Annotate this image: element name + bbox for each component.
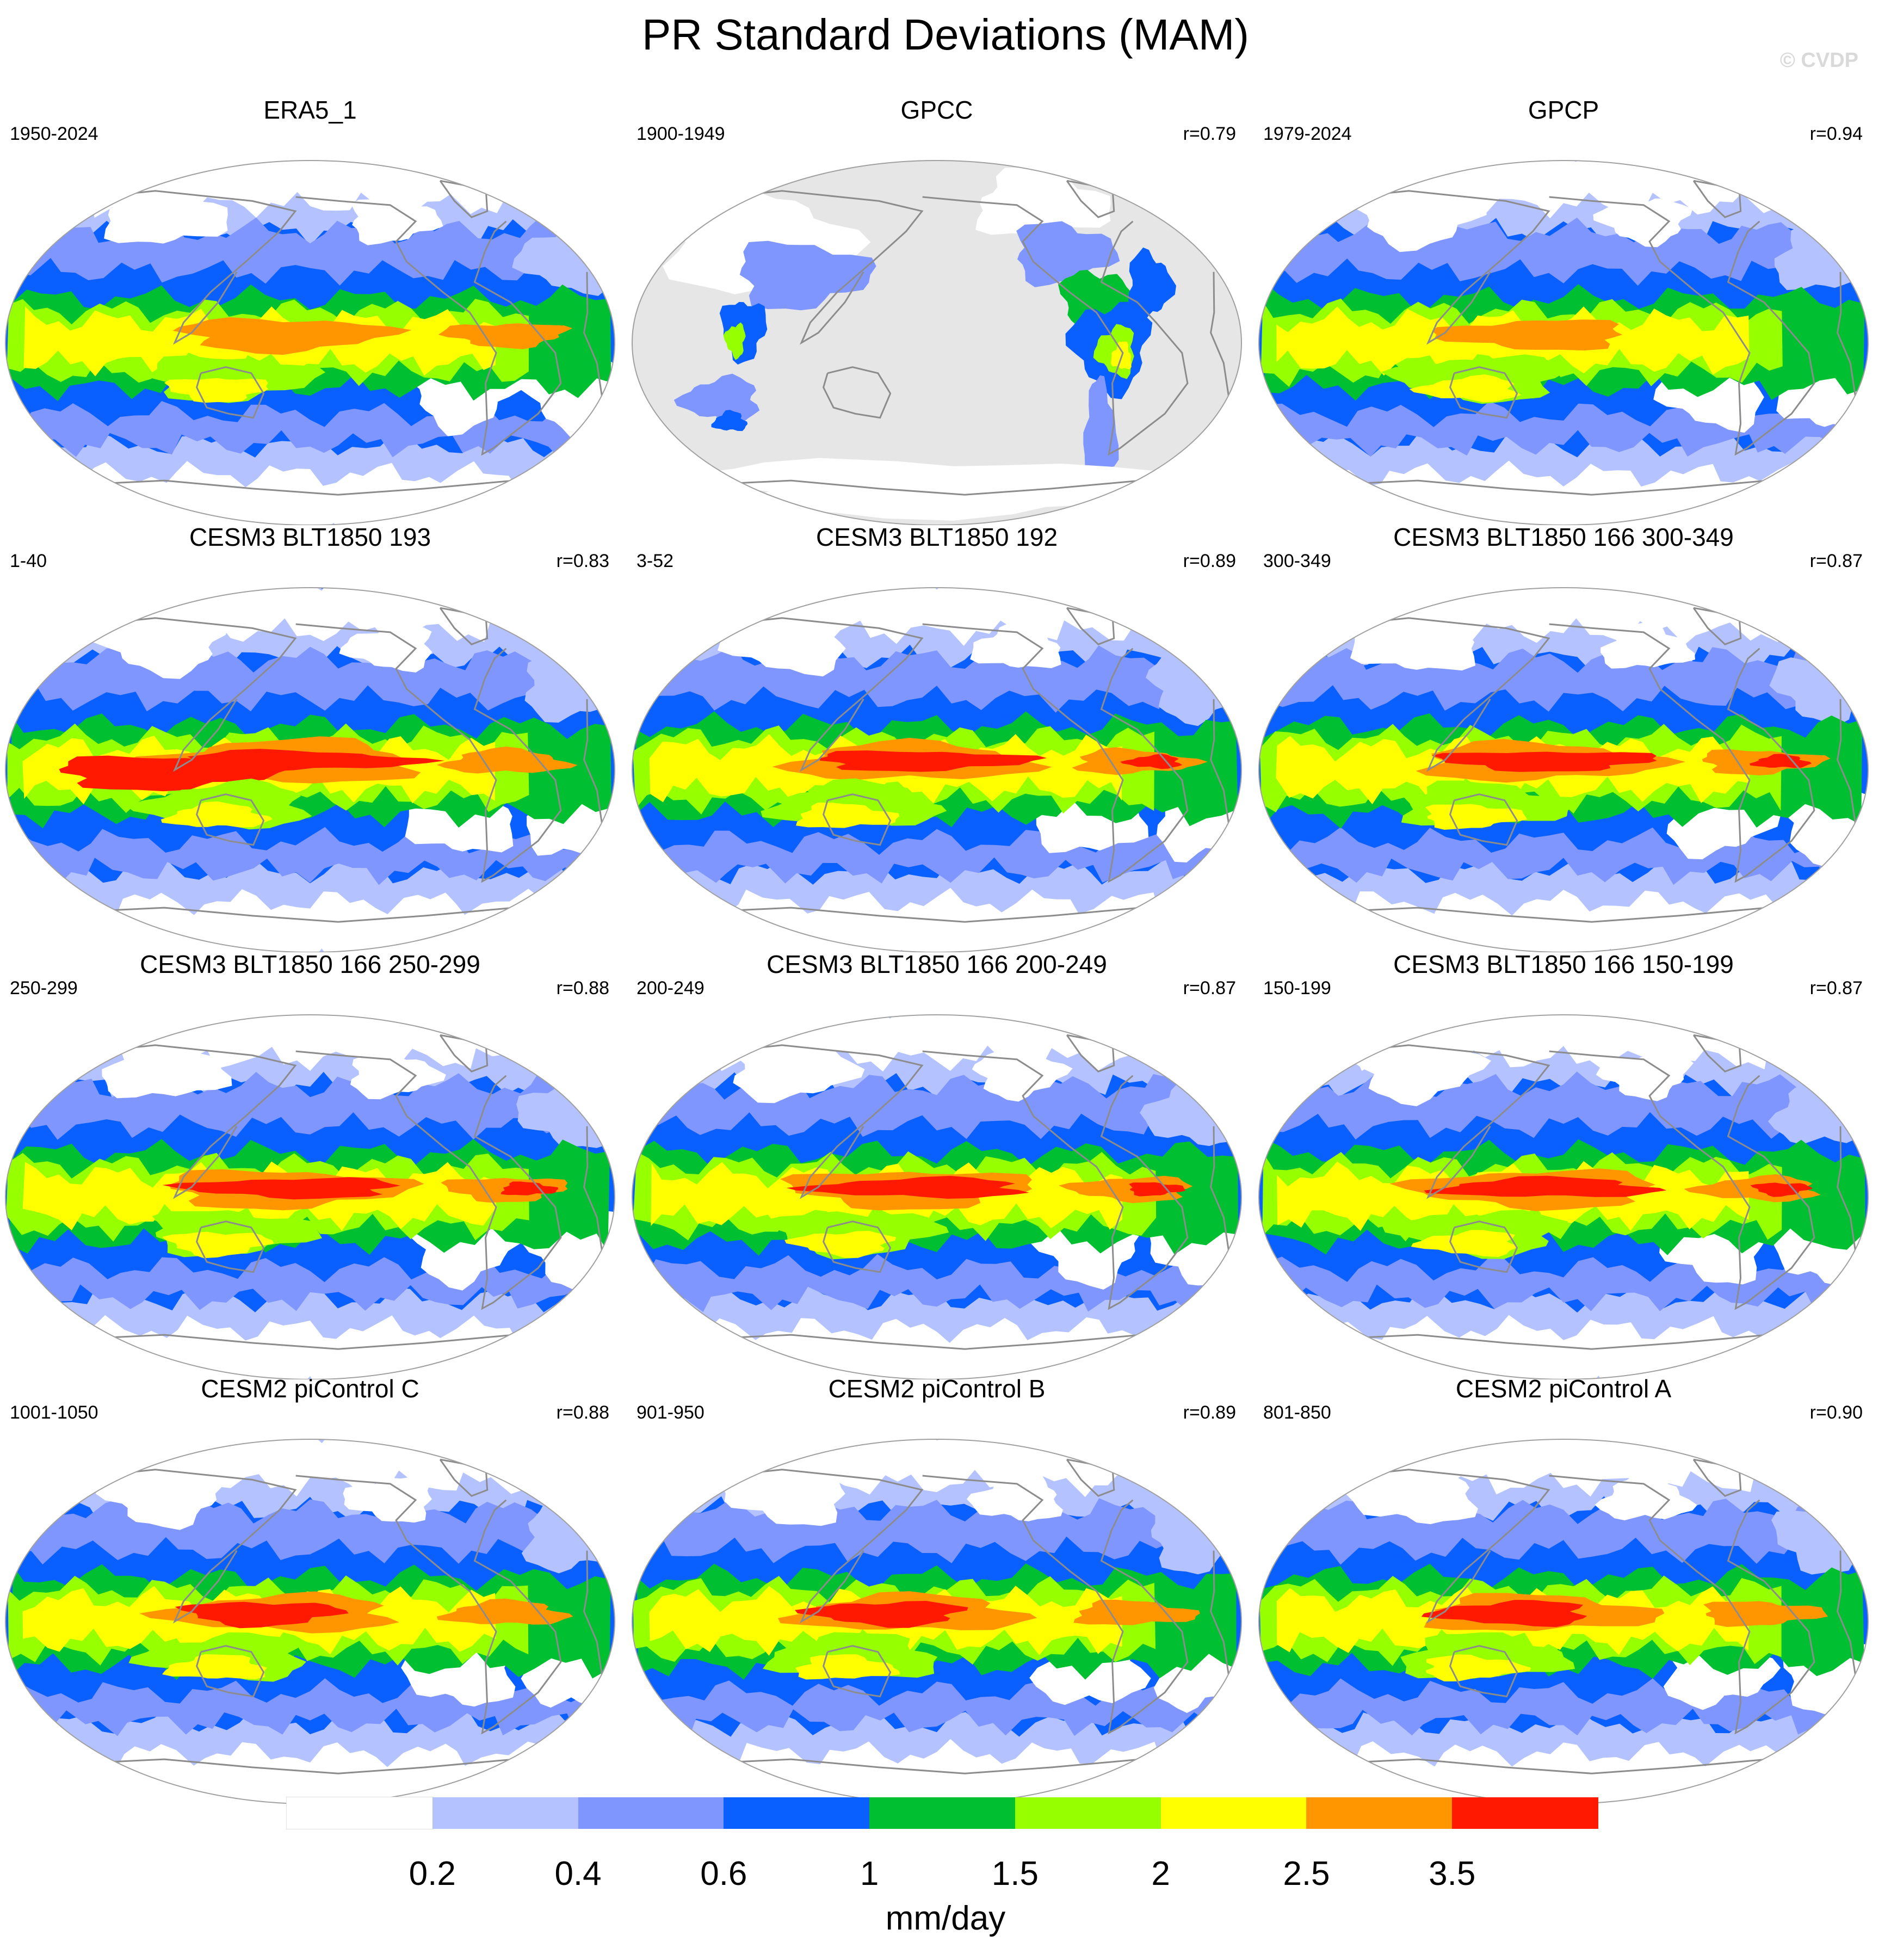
map-plot [5,587,615,952]
colorbar-swatch [578,1797,725,1829]
map-plot [5,1439,615,1804]
colorbar-tick-label: 2 [1151,1855,1170,1893]
panel-years: 1-40 [10,551,47,571]
colorbar-tick-label: 0.4 [554,1855,602,1893]
panel-correlation: r=0.87 [1809,978,1863,999]
panel-correlation: r=0.87 [1183,978,1236,999]
panel-years: 3-52 [636,551,674,571]
map-panel: GPCC 1900-1949 r=0.79 [627,95,1247,525]
colorbar-tick-label: 1.5 [991,1855,1039,1893]
panel-title: CESM3 BLT1850 166 200-249 [767,950,1107,978]
map-plot [5,1014,615,1379]
panel-title: CESM3 BLT1850 192 [815,523,1058,551]
panel-title: CESM2 piControl C [201,1375,419,1403]
map-panel: ERA5_1 1950-2024 [0,95,620,525]
watermark: © CVDP [1779,49,1858,72]
panel-correlation: r=0.88 [556,978,609,999]
colorbar-swatch [724,1797,870,1829]
panel-years: 250-299 [10,978,78,999]
map-panel: CESM3 BLT1850 193 1-40 r=0.83 [0,522,620,952]
map-panel: CESM3 BLT1850 192 3-52 r=0.89 [627,522,1247,952]
colorbar-swatch [432,1797,579,1829]
panel-years: 150-199 [1263,978,1331,999]
map-panel: CESM2 piControl B 901-950 r=0.89 [627,1374,1247,1804]
colorbar-swatch [1452,1797,1598,1829]
panel-years: 1900-1949 [636,124,725,144]
panel-title: ERA5_1 [263,96,357,124]
map-panel: CESM2 piControl C 1001-1050 r=0.88 [0,1374,620,1804]
panel-years: 1950-2024 [10,124,98,144]
colorbar-tick-label: 1 [860,1855,879,1893]
map-plot [1258,587,1869,952]
panel-title: CESM3 BLT1850 166 250-299 [140,950,480,978]
colorbar-units: mm/day [885,1900,1006,1937]
map-plot [632,587,1242,952]
panel-correlation: r=0.88 [556,1402,609,1423]
panel-correlation: r=0.87 [1809,551,1863,571]
map-plot [1258,1014,1869,1379]
map-plot [632,160,1242,525]
panel-years: 1001-1050 [10,1402,98,1423]
map-panel: CESM3 BLT1850 166 200-249 200-249 r=0.87 [627,950,1247,1379]
map-plot [632,1014,1242,1379]
panel-correlation: r=0.94 [1809,124,1863,144]
panel-title: CESM3 BLT1850 166 300-349 [1393,523,1734,551]
panel-years: 901-950 [636,1402,705,1423]
map-plot [632,1439,1242,1804]
panel-years: 1979-2024 [1263,124,1352,144]
panel-years: 200-249 [636,978,705,999]
panel-correlation: r=0.79 [1183,124,1236,144]
colorbar-swatch [1015,1797,1161,1829]
colorbar-tick-label: 0.2 [409,1855,456,1893]
panel-correlation: r=0.89 [1183,551,1236,571]
colorbar-tick-label: 3.5 [1429,1855,1476,1893]
colorbar [286,1797,1598,1830]
panel-years: 801-850 [1263,1402,1331,1423]
map-plot [1258,160,1869,525]
map-panel: GPCP 1979-2024 r=0.94 [1253,95,1874,525]
map-plot [5,160,615,525]
map-panel: CESM3 BLT1850 166 150-199 150-199 r=0.87 [1253,950,1874,1379]
panel-correlation: r=0.90 [1809,1402,1863,1423]
panel-years: 300-349 [1263,551,1331,571]
map-panel: CESM3 BLT1850 166 250-299 250-299 r=0.88 [0,950,620,1379]
map-panel: CESM3 BLT1850 166 300-349 300-349 r=0.87 [1253,522,1874,952]
colorbar-tick-label: 2.5 [1283,1855,1330,1893]
panel-title: CESM3 BLT1850 166 150-199 [1393,950,1734,978]
panel-title: GPCP [1528,96,1599,124]
panel-correlation: r=0.83 [556,551,609,571]
page-title: PR Standard Deviations (MAM) [642,10,1249,59]
colorbar-swatch [869,1797,1016,1829]
panel-correlation: r=0.89 [1183,1402,1236,1423]
colorbar-tick-label: 0.6 [700,1855,747,1893]
map-panel: CESM2 piControl A 801-850 r=0.90 [1253,1374,1874,1804]
colorbar-swatch [286,1797,434,1829]
panel-title: CESM3 BLT1850 193 [189,523,431,551]
panel-title: CESM2 piControl B [828,1375,1046,1403]
colorbar-swatch [1306,1797,1453,1829]
panel-title: GPCC [900,96,973,124]
map-plot [1258,1439,1869,1804]
panel-title: CESM2 piControl A [1455,1375,1672,1403]
colorbar-swatch [1160,1797,1307,1829]
